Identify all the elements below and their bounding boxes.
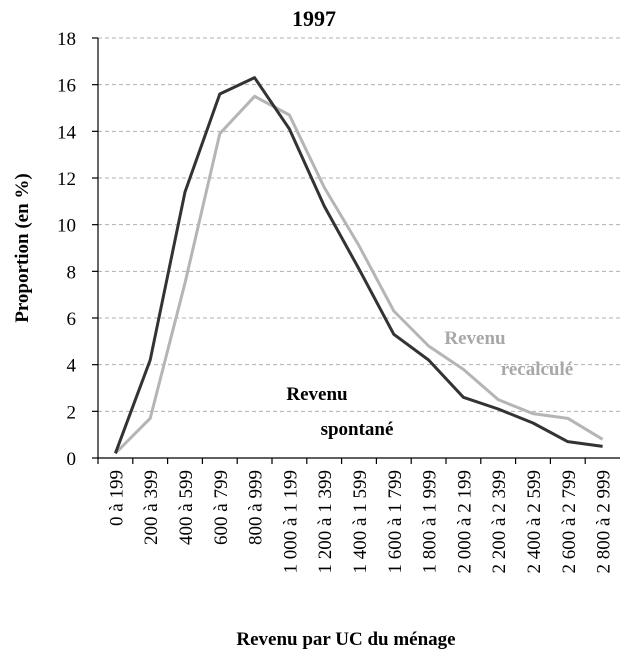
x-tick-label: 600 à 799 — [211, 470, 232, 545]
annotation: Revenu — [444, 328, 506, 349]
x-tick-label: 0 à 199 — [106, 470, 127, 526]
x-tick-label: 800 à 999 — [246, 470, 267, 545]
y-tick-label: 16 — [57, 76, 76, 97]
x-tick-label: 2 800 à 2 999 — [594, 470, 615, 573]
x-tick-label: 200 à 399 — [141, 470, 162, 545]
annotation: recalculé — [501, 359, 573, 380]
x-tick-label: 2 000 à 2 199 — [454, 470, 475, 573]
x-tick-label: 1 800 à 1 999 — [420, 470, 441, 573]
y-tick-label: 4 — [67, 356, 77, 377]
y-tick-label: 10 — [57, 216, 76, 237]
x-tick-label: 1 400 à 1 599 — [350, 470, 371, 573]
x-tick-label: 2 600 à 2 799 — [559, 470, 580, 573]
series-line — [114, 94, 604, 455]
x-tick-label: 2 400 à 2 599 — [524, 470, 545, 573]
x-tick-label: 2 200 à 2 399 — [489, 470, 510, 573]
x-tick-label: 400 à 599 — [176, 470, 197, 545]
y-tick-label: 18 — [57, 29, 76, 50]
annotation: Revenu — [286, 384, 348, 405]
x-tick-label: 1 600 à 1 799 — [385, 470, 406, 573]
series-line — [113, 76, 603, 454]
y-tick-label: 8 — [67, 262, 77, 283]
y-tick-label: 14 — [57, 122, 77, 143]
x-axis-label: Revenu par UC du ménage — [236, 629, 455, 650]
annotation: spontané — [321, 419, 394, 440]
x-tick-label: 1 200 à 1 399 — [315, 470, 336, 573]
y-tick-label: 0 — [67, 449, 77, 470]
y-tick-label: 6 — [67, 309, 77, 330]
y-tick-label: 2 — [67, 402, 77, 423]
x-tick-label: 1 000 à 1 199 — [280, 470, 301, 573]
chart-title: 1997 — [292, 6, 336, 31]
y-axis-label: Proportion (en %) — [12, 173, 33, 323]
y-tick-label: 12 — [57, 169, 76, 190]
